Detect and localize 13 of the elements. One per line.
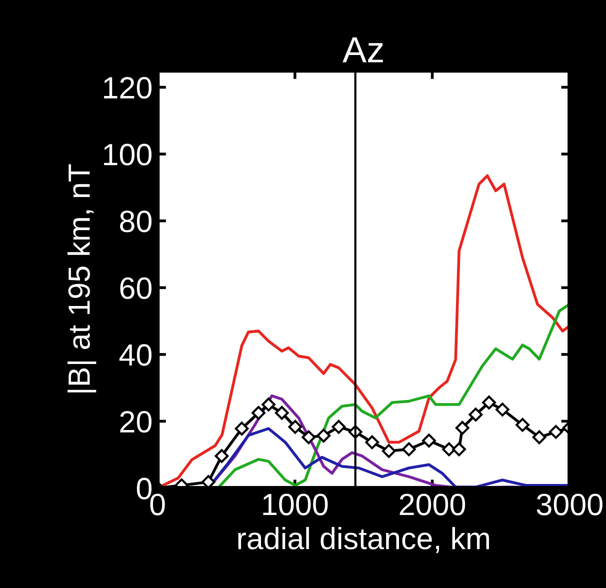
- y-tick-label: 120: [104, 76, 152, 99]
- y-tick-label: 20: [120, 410, 152, 433]
- chart-title: Az: [342, 37, 383, 62]
- y-axis-title: |B| at 195 km, nT: [68, 164, 96, 392]
- y-tick-label: 80: [120, 210, 152, 232]
- x-tick-label: 2000: [400, 494, 466, 516]
- y-tick-label: 0: [136, 478, 152, 500]
- x-axis-title: radial distance, km: [238, 526, 489, 553]
- y-tick-label: 40: [119, 344, 152, 366]
- x-tick-label: 1000: [263, 494, 328, 516]
- y-tick-label: 60: [120, 277, 152, 300]
- x-tick-label: 3000: [536, 494, 602, 516]
- y-tick-label: 100: [104, 144, 152, 166]
